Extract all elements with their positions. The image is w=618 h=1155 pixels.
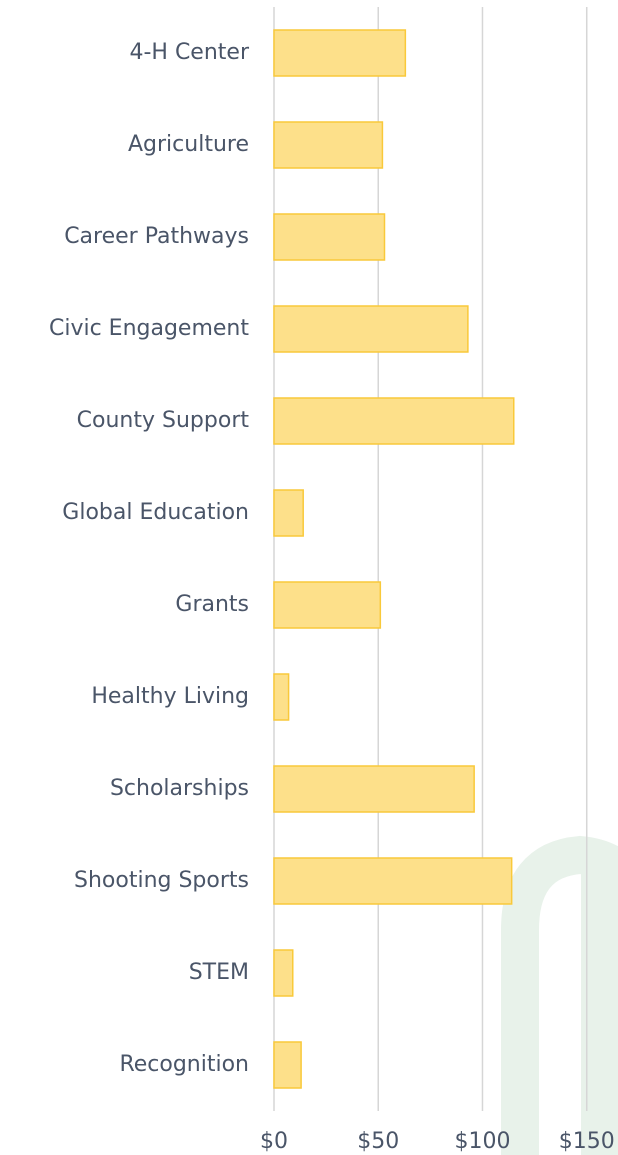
bar [273, 581, 382, 629]
x-tick-label: $0 [260, 1129, 288, 1154]
x-tick-label: $50 [357, 1129, 399, 1154]
x-tick-label: $100 [454, 1129, 510, 1154]
watermark [501, 835, 618, 1155]
y-tick-label: 4-H Center [129, 40, 249, 65]
bar [273, 213, 386, 261]
bar [273, 29, 407, 77]
bar [273, 857, 513, 905]
bar [273, 397, 515, 445]
bar [273, 121, 384, 169]
y-tick-label: Grants [175, 592, 249, 617]
y-tick-label: Civic Engagement [49, 316, 249, 341]
y-tick-label: Recognition [119, 1052, 249, 1077]
bar [273, 673, 290, 721]
bar [273, 489, 304, 537]
x-tick-label: $150 [559, 1129, 615, 1154]
y-tick-label: County Support [77, 408, 250, 433]
y-tick-label: Career Pathways [64, 224, 249, 249]
y-tick-label: Agriculture [128, 132, 249, 157]
y-tick-label: Shooting Sports [74, 868, 249, 893]
y-tick-label: Global Education [62, 500, 249, 525]
y-tick-label: Scholarships [110, 776, 249, 801]
y-tick-label: STEM [189, 960, 249, 985]
y-tick-label: Healthy Living [91, 684, 249, 709]
bar [273, 949, 294, 997]
bar [273, 1041, 302, 1089]
bar [273, 765, 475, 813]
bar [273, 305, 469, 353]
